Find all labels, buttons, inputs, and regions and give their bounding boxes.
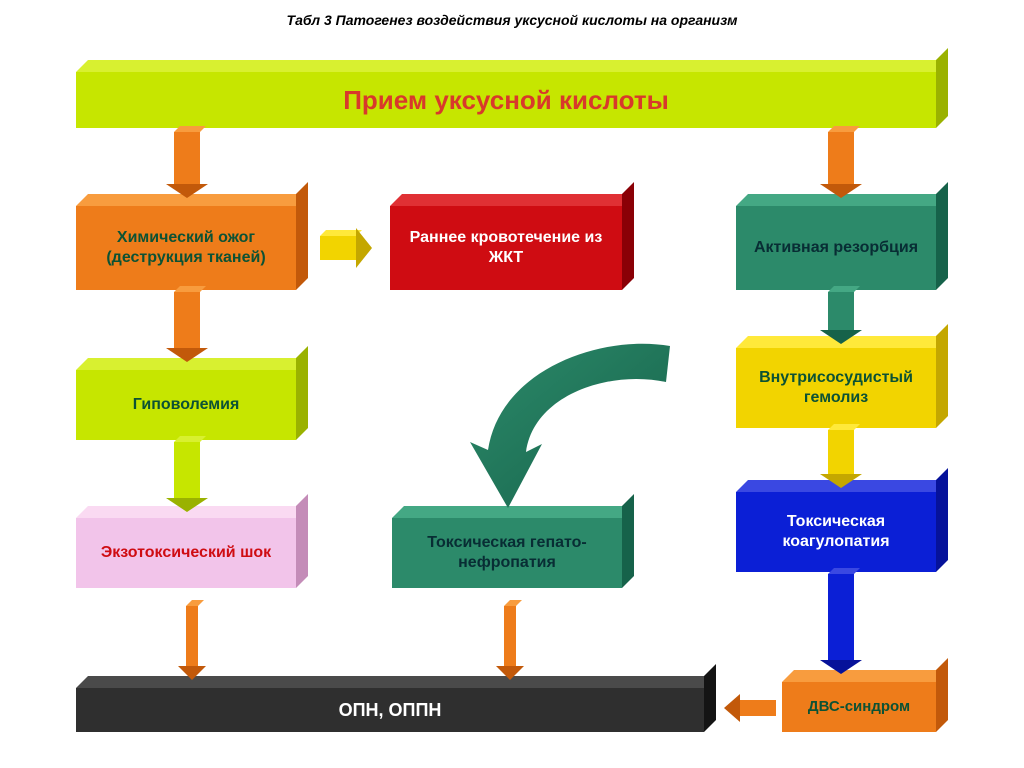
box-label: Токсическая гепато- нефропатия <box>427 533 586 573</box>
box-intake: Прием уксусной кислоты <box>76 72 936 128</box>
box-dvs: ДВС-синдром <box>782 682 936 732</box>
box-hemolysis: Внутрисосудистый гемолиз <box>736 348 936 428</box>
arrow-down <box>166 292 208 362</box>
arrow-right <box>320 228 372 268</box>
box-bleeding: Раннее кровотечение из ЖКТ <box>390 206 622 290</box>
box-resorption: Активная резорбция <box>736 206 936 290</box>
box-label: Прием уксусной кислоты <box>343 84 669 117</box>
box-label: Гиповолемия <box>133 395 240 415</box>
arrow-down <box>496 606 524 680</box>
arrow-down <box>820 132 862 198</box>
arrow-down <box>166 442 208 512</box>
box-label: Экзотоксический шок <box>101 543 271 563</box>
box-hepato: Токсическая гепато- нефропатия <box>392 518 622 588</box>
arrow-down <box>820 292 862 344</box>
arrow-down <box>178 606 206 680</box>
box-label: Раннее кровотечение из ЖКТ <box>410 228 603 268</box>
arrow-down <box>166 132 208 198</box>
box-label: ОПН, ОППН <box>339 699 442 722</box>
box-label: Токсическая коагулопатия <box>782 512 889 552</box>
box-shock: Экзотоксический шок <box>76 518 296 588</box>
box-label: ДВС-синдром <box>808 698 910 717</box>
box-hypovolemia: Гиповолемия <box>76 370 296 440</box>
box-label: Химический ожог (деструкция тканей) <box>106 228 265 268</box>
box-burn: Химический ожог (деструкция тканей) <box>76 206 296 290</box>
diagram-title: Табл 3 Патогенез воздействия уксусной ки… <box>0 12 1024 28</box>
arrow-down <box>820 574 862 674</box>
box-opn: ОПН, ОППН <box>76 688 704 732</box>
arrow-left <box>724 694 776 722</box>
arrow-curve <box>470 340 690 510</box>
box-label: Внутрисосудистый гемолиз <box>759 368 913 408</box>
box-label: Активная резорбция <box>754 238 918 258</box>
arrow-down <box>820 430 862 488</box>
box-coag: Токсическая коагулопатия <box>736 492 936 572</box>
